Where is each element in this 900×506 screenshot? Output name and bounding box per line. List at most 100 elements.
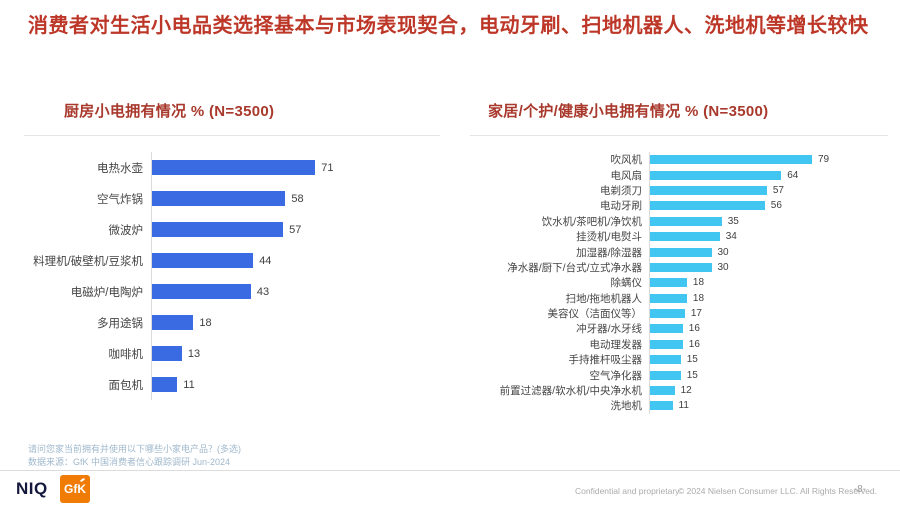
value-label: 15	[686, 369, 698, 381]
kitchen-chart-rows: 电热水壶 71 空气炸锅 58 微波炉 57 料理机/破壁机/豆浆机 44 电磁炉/电陶炉 43 多…	[24, 152, 440, 400]
category-label: 挂烫机/电熨斗	[576, 231, 642, 244]
bar-track: 57	[649, 182, 855, 199]
category-label: 料理机/破壁机/豆浆机	[33, 255, 143, 268]
category-label: 微波炉	[108, 224, 144, 237]
bar-row: 电热水壶 71	[24, 152, 440, 183]
bar	[650, 370, 681, 380]
category-label: 扫地/拖地机器人	[565, 292, 642, 305]
value-label: 35	[727, 215, 739, 227]
value-label: 79	[817, 154, 830, 166]
bar-row: 面包机 11	[24, 369, 440, 400]
category-label: 净水器/厨下/台式/立式净水器	[507, 261, 642, 274]
bar	[650, 185, 767, 195]
bar-row: 空气净化器 15	[470, 367, 888, 383]
bar-row: 电磁炉/电陶炉 43	[24, 276, 440, 307]
bar-track: 11	[649, 398, 855, 414]
category-label: 电热水壶	[97, 162, 143, 175]
bar-track: 56	[649, 198, 855, 214]
bar-track: 57	[151, 214, 382, 245]
bar-track: 71	[151, 152, 382, 183]
bar-track: 16	[649, 336, 855, 353]
value-label: 57	[772, 184, 784, 196]
category-label: 空气炸锅	[97, 193, 143, 206]
value-label: 44	[259, 254, 272, 267]
bar	[650, 155, 812, 165]
value-label: 30	[717, 261, 729, 273]
category-label: 冲牙器/水牙线	[576, 323, 642, 336]
bar	[650, 386, 675, 396]
bar	[650, 309, 685, 319]
bar	[650, 201, 765, 211]
category-label: 空气净化器	[589, 369, 643, 382]
bar-row: 扫地/拖地机器人 18	[470, 290, 888, 306]
bar-track: 15	[649, 367, 855, 383]
bar-row: 电剃须刀 57	[470, 182, 888, 199]
bar-track: 18	[649, 290, 855, 306]
bar-row: 电动理发器 16	[470, 336, 888, 353]
chart-title-kitchen: 厨房小电拥有情况 % (N=3500)	[24, 100, 440, 136]
bar-row: 咖啡机 13	[24, 338, 440, 369]
footer-divider	[0, 470, 900, 471]
bar	[650, 232, 720, 242]
bar	[152, 346, 182, 361]
gfk-logo-label: GfK	[64, 482, 86, 496]
niq-logo: NIQ	[16, 479, 48, 498]
bar-row: 电动牙刷 56	[470, 198, 888, 214]
bar-track: 17	[649, 305, 855, 322]
value-label: 11	[678, 400, 689, 412]
bar-row: 加湿器/除湿器 30	[470, 244, 888, 260]
category-label: 吹风机	[610, 154, 643, 167]
bar-track: 34	[649, 228, 855, 245]
value-label: 13	[187, 347, 201, 360]
value-label: 18	[199, 316, 212, 329]
chart-title-home-care: 家居/个护/健康小电拥有情况 % (N=3500)	[470, 100, 888, 136]
bar	[650, 339, 683, 349]
bar	[152, 377, 178, 392]
bar-track: 18	[649, 275, 855, 291]
bar-track: 30	[649, 259, 855, 276]
bar	[650, 324, 683, 334]
value-label: 64	[787, 169, 799, 181]
value-label: 30	[717, 246, 729, 258]
bar	[650, 278, 687, 288]
bar-track: 64	[649, 167, 855, 183]
bar	[650, 355, 681, 365]
category-label: 美容仪（洁面仪等）	[547, 308, 643, 321]
category-label: 加湿器/除湿器	[576, 246, 642, 259]
category-label: 洗地机	[610, 400, 643, 413]
value-label: 57	[289, 223, 302, 236]
page-number: -8-	[853, 484, 866, 495]
bar	[650, 170, 782, 180]
bar	[152, 222, 284, 237]
confidential-label: Confidential and proprietary	[575, 486, 680, 496]
bar-track: 44	[151, 245, 382, 276]
category-label: 饮水机/茶吧机/净饮机	[541, 215, 642, 228]
value-label: 18	[692, 292, 705, 304]
copyright-label: © 2024 Nielsen Consumer LLC. All Rights …	[678, 486, 878, 496]
bar-row: 洗地机 11	[470, 398, 888, 414]
value-label: 18	[692, 277, 705, 289]
value-label: 56	[770, 200, 782, 212]
bar-track: 79	[649, 152, 855, 168]
value-label: 71	[321, 161, 334, 174]
bar-row: 挂烫机/电熨斗 34	[470, 228, 888, 245]
bar-row: 净水器/厨下/台式/立式净水器 30	[470, 259, 888, 276]
value-label: 34	[725, 231, 737, 243]
bar	[152, 253, 254, 268]
value-label: 16	[688, 323, 700, 335]
value-label: 12	[680, 385, 692, 397]
bar-row: 电风扇 64	[470, 167, 888, 183]
bar-track: 16	[649, 321, 855, 337]
category-label: 除螨仪	[610, 277, 643, 290]
bar	[650, 216, 722, 226]
category-label: 前置过滤器/软水机/中央净水机	[499, 385, 642, 398]
bar-row: 饮水机/茶吧机/净饮机 35	[470, 213, 888, 229]
bar-track: 18	[151, 307, 382, 338]
bar-row: 冲牙器/水牙线 16	[470, 321, 888, 337]
page-title: 消费者对生活小电品类选择基本与市场表现契合，电动牙刷、扫地机器人、洗地机等增长较…	[28, 15, 869, 37]
bar-track: 30	[649, 244, 855, 260]
category-label: 电磁炉/电陶炉	[70, 286, 143, 299]
bar	[650, 293, 687, 303]
bar	[152, 315, 194, 330]
